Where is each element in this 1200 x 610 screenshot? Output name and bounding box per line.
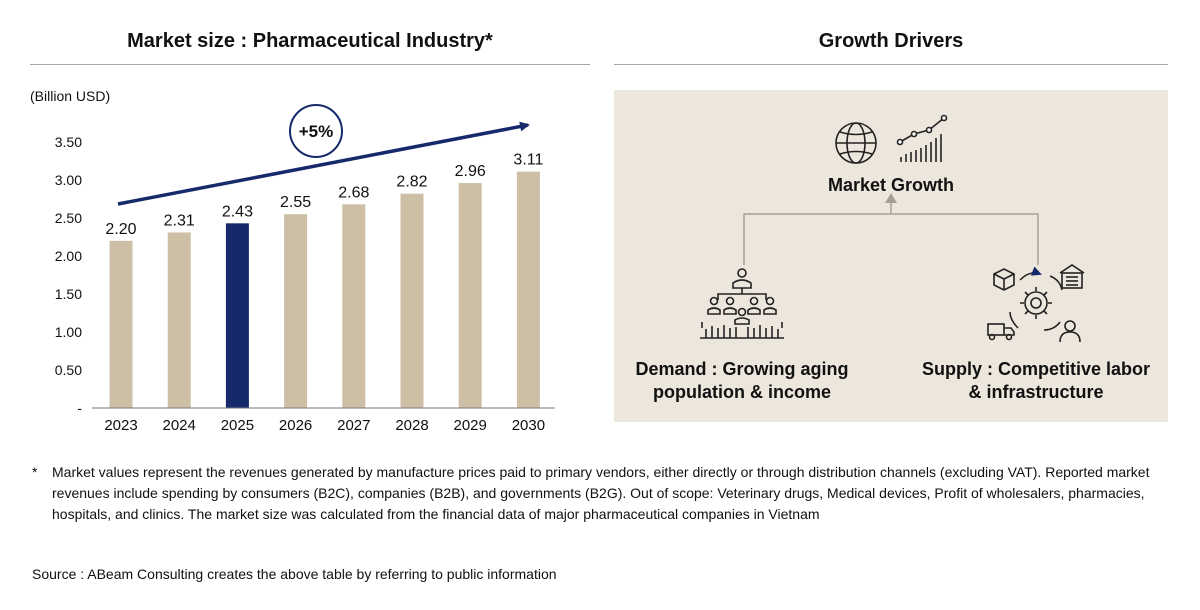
- value-label-2028: 2.82: [396, 174, 427, 191]
- bar-2029: [458, 183, 482, 408]
- value-label-2030: 3.11: [513, 152, 543, 169]
- globe-icon: [835, 122, 877, 164]
- bars: [109, 171, 540, 408]
- x-tick-label-2028: 2028: [395, 417, 428, 434]
- value-label-2027: 2.68: [338, 184, 369, 201]
- supply-driver-label: Supply : Competitive labor & infrastruct…: [904, 358, 1168, 404]
- y-axis-ticks: - 0.50 1.00 1.50 2.00 2.50 3.00 3.50: [55, 134, 83, 416]
- chart-title-rule: [30, 64, 590, 65]
- value-label-2023: 2.20: [105, 221, 136, 238]
- bar-2024: [167, 232, 191, 408]
- y-tick-label: 3.50: [55, 134, 82, 150]
- value-labels: 2.20 2.31 2.43 2.55 2.68 2.82 2.96 3.11: [105, 152, 543, 238]
- growth-rate-annotation: +5%: [299, 122, 334, 141]
- value-label-2024: 2.31: [164, 212, 195, 229]
- growth-rate-badge: [289, 104, 343, 158]
- growth-drivers-panel: Market Growth Demand : Growing aging pop…: [614, 90, 1168, 422]
- connector-arrowhead: [885, 193, 897, 203]
- growth-trend-arrow: [117, 121, 530, 206]
- footnote-text: Market values represent the revenues gen…: [52, 464, 1150, 522]
- x-tick-label-2025: 2025: [221, 417, 254, 434]
- y-tick-label: 1.50: [55, 286, 82, 302]
- y-tick-label: 2.50: [55, 210, 82, 226]
- population-icon: [700, 268, 784, 339]
- value-label-2026: 2.55: [280, 194, 311, 211]
- demand-label-line2: population & income: [653, 382, 831, 402]
- x-tick-label-2026: 2026: [279, 417, 312, 434]
- x-tick-label-2029: 2029: [454, 417, 487, 434]
- chart-title: Market size : Pharmaceutical Industry*: [127, 30, 493, 52]
- bar-2025: [225, 223, 249, 408]
- y-tick-label: 2.00: [55, 248, 82, 264]
- supply-label-line1: Supply : Competitive labor: [921, 359, 1151, 379]
- value-label-2025: 2.43: [222, 203, 253, 220]
- y-tick-label: 3.00: [55, 172, 82, 188]
- growth-drivers-title: Growth Drivers: [818, 30, 964, 52]
- supply-chain-icon: [987, 264, 1085, 343]
- value-label-2029: 2.96: [455, 163, 486, 180]
- bar-2026: [284, 214, 308, 408]
- market-growth-label: Market Growth: [827, 175, 955, 195]
- x-axis-ticks: 2023 2024 2025 2026 2027 2028 2029 2030: [104, 417, 545, 434]
- x-tick-label-2027: 2027: [337, 417, 370, 434]
- x-tick-label-2030: 2030: [512, 417, 545, 434]
- y-tick-label: -: [77, 400, 82, 416]
- connector-lines: [743, 213, 1039, 265]
- demand-label-line1: Demand : Growing aging: [635, 359, 849, 379]
- bar-2027: [342, 204, 366, 408]
- footnote: * Market values represent the revenues g…: [32, 462, 1172, 525]
- growth-drivers-title-rule: [614, 64, 1168, 65]
- y-tick-label: 1.00: [55, 324, 82, 340]
- source-note: Source : ABeam Consulting creates the ab…: [32, 566, 557, 582]
- x-tick-label-2023: 2023: [104, 417, 137, 434]
- demand-driver-label: Demand : Growing aging population & inco…: [614, 358, 870, 404]
- growth-chart-icon: [896, 114, 948, 162]
- bar-2023: [109, 240, 133, 408]
- bar-chart: (Billion USD) - 0.50 1.00 1.50 2.00 2.50 3.00 3…: [30, 88, 555, 434]
- y-axis-label: (Billion USD): [30, 88, 110, 104]
- supply-label-line2: & infrastructure: [968, 382, 1104, 402]
- bar-2030: [516, 171, 540, 408]
- footnote-mark: *: [32, 464, 38, 480]
- bar-2028: [400, 193, 424, 408]
- x-tick-label-2024: 2024: [163, 417, 196, 434]
- drivers-diagram: [700, 114, 1085, 343]
- y-tick-label: 0.50: [55, 362, 82, 378]
